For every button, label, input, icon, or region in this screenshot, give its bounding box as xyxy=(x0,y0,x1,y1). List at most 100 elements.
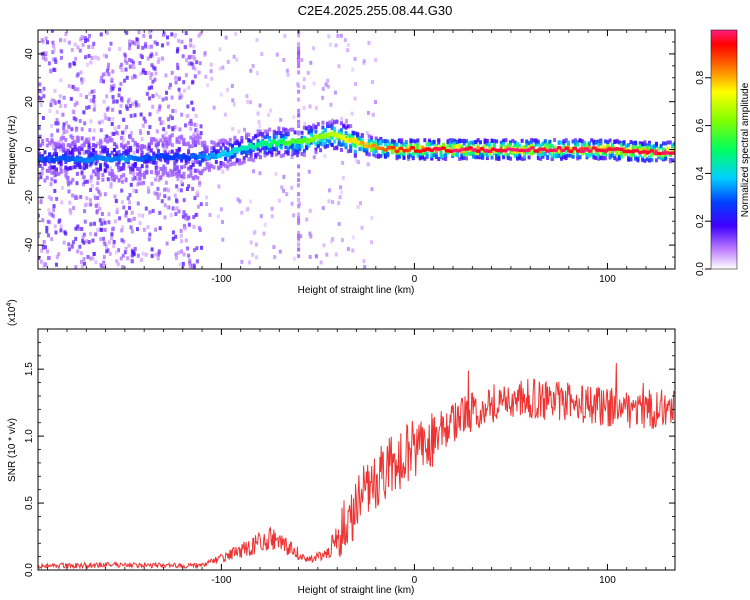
spectrogram-cell xyxy=(427,139,431,144)
spectrogram-cell xyxy=(41,166,45,171)
spectrogram-cell xyxy=(661,147,665,152)
spectrogram-cell xyxy=(103,242,107,247)
spectrogram-cell xyxy=(270,150,274,155)
spectrogram-cell xyxy=(57,171,61,176)
spectrogram-cell xyxy=(217,139,221,144)
spectrogram-cell xyxy=(41,55,45,60)
spectrogram-cell xyxy=(175,206,179,211)
spectrogram-cell xyxy=(293,150,297,155)
spectrogram-cell xyxy=(300,58,304,63)
spectrogram-cell xyxy=(297,172,301,177)
spectrogram-cell xyxy=(139,112,143,117)
spectrogram-cell xyxy=(374,136,378,141)
spectrogram-cell xyxy=(158,116,162,121)
spectrogram-cell xyxy=(255,255,259,260)
spectrogram-cell xyxy=(309,128,313,133)
spectrogram-cell xyxy=(282,153,286,158)
spectrogram-cell xyxy=(351,67,355,72)
spectrogram-cell xyxy=(159,157,163,162)
spectrogram-cell xyxy=(339,142,343,147)
spectrogram-cell xyxy=(76,45,80,50)
spectrogram-cell xyxy=(238,158,242,163)
colorbar-ticks: 0.00.20.40.60.8 xyxy=(695,70,711,276)
spectrogram-cell xyxy=(178,154,184,160)
spectrogram-cell xyxy=(90,173,94,178)
spectrogram-cell xyxy=(175,171,179,176)
spectrogram-cell xyxy=(247,143,253,149)
spectrogram-cell xyxy=(61,135,65,140)
spectrogram-cell xyxy=(224,156,228,161)
spectrogram-cell xyxy=(275,144,279,149)
spectrogram-cell xyxy=(154,165,158,170)
spectrogram-cell xyxy=(67,40,71,45)
spectrogram-cell xyxy=(121,253,125,258)
spectrogram-cell xyxy=(536,139,540,144)
spectrogram-cell xyxy=(411,156,415,161)
spectrogram-cell xyxy=(400,144,404,149)
spectrogram-cell xyxy=(77,156,83,162)
spectrogram-cell xyxy=(73,195,77,200)
spectrogram-cell xyxy=(63,168,67,173)
spectrogram-cell xyxy=(79,70,83,75)
spectrogram-cell xyxy=(407,154,411,159)
spectrogram-cell xyxy=(177,38,181,43)
spectrogram-cell xyxy=(62,130,66,135)
spectrogram-cell xyxy=(515,156,519,161)
spectrogram-cell xyxy=(282,174,286,179)
spectrogram-cell xyxy=(673,146,675,151)
spectrogram-cell xyxy=(210,140,214,145)
spectrogram-cell xyxy=(113,126,117,131)
spectrogram-cell xyxy=(189,173,193,178)
spectrogram-cell xyxy=(84,203,88,208)
spectrogram-cell xyxy=(115,99,119,104)
spectrogram-cell xyxy=(622,152,626,157)
spectrogram-cell xyxy=(297,219,301,224)
spectrogram-cell xyxy=(393,143,397,148)
spectrogram-cell xyxy=(163,166,167,171)
spectrogram-cell xyxy=(557,147,561,152)
spectrogram-cell xyxy=(509,142,513,147)
spectrogram-cell xyxy=(536,156,540,161)
spectrogram-cell xyxy=(615,139,619,144)
spectrogram-cell xyxy=(173,163,177,168)
spectrogram-cell xyxy=(133,246,137,251)
spectrogram-cell xyxy=(55,172,59,177)
spectrogram-cell xyxy=(115,207,119,212)
spectrogram-cell xyxy=(613,156,617,161)
spectrogram-cell xyxy=(301,137,307,143)
spectrogram-cell xyxy=(161,141,165,146)
spectrogram-cell xyxy=(409,153,413,158)
spectrogram-cell xyxy=(321,138,325,143)
spectrogram-cell xyxy=(536,153,540,158)
spectrogram-cell xyxy=(638,153,642,158)
spectrogram-cell xyxy=(149,44,153,49)
spectrogram-cell xyxy=(199,124,203,129)
spectrogram-cell xyxy=(91,256,95,261)
spectrogram-cell xyxy=(634,141,638,146)
spectrogram-cell xyxy=(244,153,248,158)
spectrogram-cell xyxy=(671,158,675,163)
spectrogram-cell xyxy=(307,143,311,148)
spectrogram-cell xyxy=(81,157,87,163)
colorbar-tick-label: 0.6 xyxy=(695,118,706,132)
spectrogram-cell xyxy=(173,160,177,165)
spectrogram-cell xyxy=(166,205,170,210)
spectrogram-cell xyxy=(343,38,347,43)
spectrogram-cell xyxy=(293,130,297,135)
spectrogram-cell xyxy=(499,150,503,155)
spectrogram-cell xyxy=(83,121,87,126)
spectrogram-cell xyxy=(434,153,438,158)
spectrogram-cell xyxy=(580,146,584,151)
spectrogram-cell xyxy=(154,71,158,76)
spectrogram-cell xyxy=(176,187,180,192)
spectrogram-cell xyxy=(141,68,145,73)
spectrogram-cell xyxy=(179,239,183,244)
spectrogram-cell xyxy=(87,240,91,245)
spectrogram-cell xyxy=(249,153,253,158)
spectrogram-cell xyxy=(63,103,67,108)
snr-x-tick-label: -100 xyxy=(211,575,231,586)
spectrogram-cell xyxy=(104,54,108,59)
spectrogram-cell xyxy=(116,156,122,162)
spectrogram-cell xyxy=(83,209,87,214)
spectrogram-cell xyxy=(131,75,135,80)
